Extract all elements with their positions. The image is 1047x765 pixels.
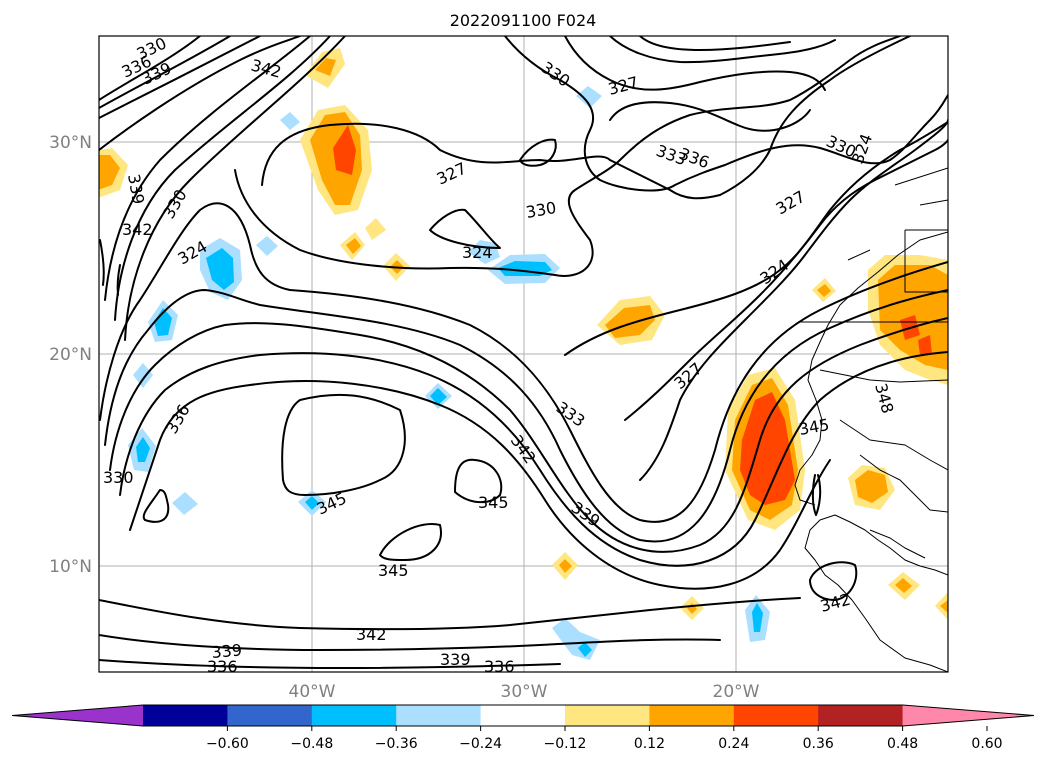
map-frame: [98, 35, 949, 673]
colorbar-swatch: [733, 705, 819, 726]
shading-positive: [99, 48, 948, 620]
colorbar: −0.60 −0.48 −0.36 −0.24 −0.12 0.12 0.24 0.36 0.4…: [11, 704, 1035, 752]
contour-label: 342: [122, 220, 153, 239]
colorbar-tick-label: 0.12: [634, 736, 665, 752]
colorbar-swatch: [649, 705, 735, 726]
contour-label: 324: [462, 243, 493, 262]
contour-label: 339: [440, 650, 471, 669]
contour-label: 342: [356, 625, 387, 644]
colorbar-swatch: [396, 705, 482, 726]
colorbar-tick-label: −0.60: [206, 736, 249, 752]
lon-label-20w: 20°W: [713, 682, 760, 702]
longitude-labels: 40°W 30°W 20°W: [289, 682, 760, 702]
contour-lines: [99, 36, 948, 669]
colorbar-swatch: [818, 705, 904, 726]
contour-label: 330: [103, 468, 134, 487]
colorbar-swatch: [480, 705, 566, 726]
colorbar-extend-high: [902, 705, 1034, 726]
map-area: 330 336 339 342 339 342 330 327 327 330 …: [99, 36, 948, 676]
colorbar-tick-label: −0.48: [290, 736, 333, 752]
latitude-labels: 30°N 20°N 10°N: [49, 133, 92, 577]
colorbar-tick-label: 0.60: [971, 736, 1002, 752]
colorbar-tick-label: 0.24: [718, 736, 749, 752]
colorbar-swatch: [565, 705, 650, 726]
lon-label-30w: 30°W: [501, 682, 548, 702]
contour-label: 339: [211, 640, 243, 662]
contour-label: 336: [207, 657, 238, 676]
contour-label: 345: [378, 561, 409, 580]
colorbar-tick-label: −0.36: [375, 736, 418, 752]
lat-label-20n: 20°N: [49, 345, 92, 365]
colorbar-outline: [11, 704, 1035, 727]
contour-label: 345: [478, 493, 509, 512]
lat-label-30n: 30°N: [49, 133, 92, 153]
colorbar-swatch: [311, 705, 397, 726]
colorbar-tick-label: 0.36: [803, 736, 834, 752]
colorbar-swatch: [227, 705, 313, 726]
map-title: 2022091100 F024: [450, 11, 597, 30]
colorbar-tick-label: −0.24: [459, 736, 502, 752]
contour-labels: 330 336 339 342 339 342 330 327 327 330 …: [103, 36, 897, 676]
colorbar-tick-label: 0.48: [887, 736, 918, 752]
contour-label: 336: [484, 657, 515, 676]
colorbar-tick-label: −0.12: [544, 736, 587, 752]
lon-label-40w: 40°W: [289, 682, 336, 702]
colorbar-extend-low: [12, 705, 143, 726]
lat-label-10n: 10°N: [49, 557, 92, 577]
colorbar-swatch: [143, 705, 228, 726]
